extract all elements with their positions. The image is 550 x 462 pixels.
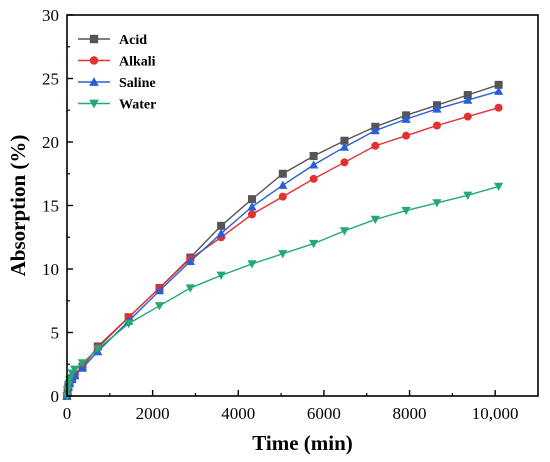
data-point-acid xyxy=(278,169,287,178)
data-point-saline xyxy=(247,202,257,211)
legend-label-acid: Acid xyxy=(119,33,147,48)
data-point-alkali xyxy=(340,158,349,167)
y-tick-label: 10 xyxy=(42,260,59,279)
data-point-water xyxy=(247,260,257,269)
x-tick-label: 4000 xyxy=(221,404,255,423)
y-tick-label: 25 xyxy=(42,70,59,89)
legend-marker-saline xyxy=(89,77,99,86)
data-point-water xyxy=(124,319,134,329)
data-point-saline xyxy=(463,95,473,104)
data-point-acid xyxy=(340,136,349,145)
data-point-water xyxy=(77,359,88,368)
legend-label-water: Water xyxy=(119,98,156,113)
legend-entry-water: Water xyxy=(78,98,156,113)
series-layer xyxy=(62,80,504,401)
data-point-saline xyxy=(370,125,380,135)
data-point-water xyxy=(401,206,411,216)
y-tick-label: 30 xyxy=(42,6,59,25)
data-point-saline xyxy=(309,160,319,169)
data-point-saline xyxy=(494,86,504,95)
series-line-acid xyxy=(66,84,499,397)
x-tick-label: 8000 xyxy=(393,404,427,423)
data-point-water xyxy=(370,215,380,225)
data-point-saline xyxy=(339,142,350,151)
legend-entry-alkali: Alkali xyxy=(78,55,156,70)
data-point-acid xyxy=(463,91,472,100)
data-point-alkali xyxy=(463,112,472,121)
legend-marker-acid xyxy=(89,34,99,44)
x-tick-label: 6000 xyxy=(307,404,341,423)
data-point-water xyxy=(278,250,288,259)
y-tick-label: 5 xyxy=(51,324,60,343)
data-point-saline xyxy=(77,363,88,372)
x-tick-label: 0 xyxy=(63,404,72,423)
data-point-water xyxy=(432,199,442,208)
data-point-water xyxy=(494,182,504,192)
y-tick-label: 15 xyxy=(42,197,59,216)
data-point-water xyxy=(216,271,226,280)
x-tick-label: 10,000 xyxy=(472,404,519,423)
data-point-alkali xyxy=(371,141,380,150)
axes-layer: 0 2000 4000 6000 8000 10,000 0 5 10 15 20 25 30 xyxy=(42,6,539,423)
data-point-water xyxy=(93,345,103,354)
data-point-acid xyxy=(247,195,256,204)
x-tick-label: 2000 xyxy=(136,404,170,423)
series-line-saline xyxy=(66,90,499,397)
data-point-alkali xyxy=(278,192,287,201)
y-tick-label: 20 xyxy=(42,133,59,152)
data-point-water xyxy=(339,227,350,236)
data-point-saline xyxy=(401,114,411,123)
x-axis-title: Time (min) xyxy=(252,431,353,455)
data-point-water xyxy=(63,380,73,390)
data-point-saline xyxy=(432,104,442,113)
data-point-water xyxy=(185,284,195,293)
series-saline xyxy=(62,86,504,400)
data-point-alkali xyxy=(309,174,318,183)
data-point-alkali xyxy=(247,210,256,219)
legend-label-saline: Saline xyxy=(119,76,156,91)
legend-entry-acid: Acid xyxy=(78,33,147,48)
data-point-saline xyxy=(154,285,165,295)
legend: Acid Alkali Saline Water xyxy=(78,33,156,113)
data-point-alkali xyxy=(432,121,441,130)
y-axis-title: Absorption (%) xyxy=(6,135,30,277)
plot-frame xyxy=(66,14,539,397)
legend-label-alkali: Alkali xyxy=(119,55,156,70)
data-point-water xyxy=(70,365,80,374)
data-point-water xyxy=(309,239,319,249)
legend-marker-alkali xyxy=(89,56,99,65)
series-water xyxy=(62,182,504,401)
legend-marker-water xyxy=(89,99,99,109)
legend-entry-saline: Saline xyxy=(78,76,156,91)
data-point-water xyxy=(463,191,473,200)
data-point-alkali xyxy=(494,103,503,112)
series-line-water xyxy=(66,185,499,397)
data-point-saline xyxy=(278,180,288,189)
data-point-saline xyxy=(185,256,195,266)
y-tick-label: 0 xyxy=(51,387,60,406)
data-point-alkali xyxy=(402,131,411,140)
data-point-acid xyxy=(309,151,318,160)
data-point-acid xyxy=(217,221,226,230)
data-point-acid xyxy=(494,80,503,89)
data-point-water xyxy=(154,302,165,311)
data-point-saline xyxy=(216,228,226,238)
